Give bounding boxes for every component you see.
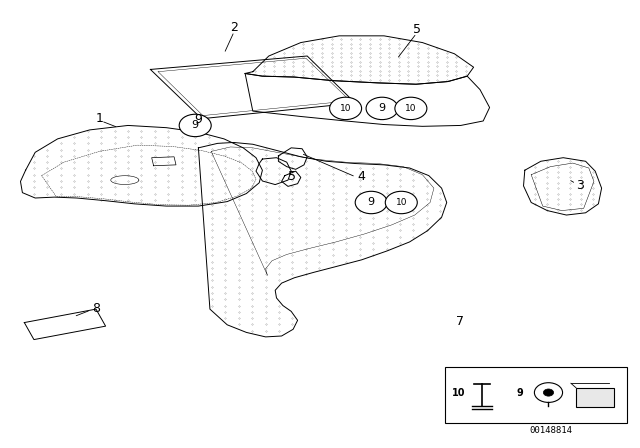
Circle shape — [395, 97, 427, 120]
Text: 5: 5 — [413, 22, 421, 36]
Circle shape — [534, 383, 563, 402]
Polygon shape — [198, 142, 447, 337]
Polygon shape — [245, 73, 490, 126]
Text: 3: 3 — [576, 179, 584, 193]
FancyBboxPatch shape — [445, 367, 627, 423]
Polygon shape — [245, 36, 474, 84]
Text: 00148814: 00148814 — [529, 426, 572, 435]
Text: 4: 4 — [358, 169, 365, 183]
Polygon shape — [150, 56, 355, 119]
Text: 10: 10 — [340, 104, 351, 113]
Circle shape — [355, 191, 387, 214]
Text: 8: 8 — [92, 302, 100, 315]
Text: 2: 2 — [230, 21, 238, 34]
Circle shape — [385, 191, 417, 214]
Text: 9: 9 — [367, 198, 375, 207]
Text: 7: 7 — [456, 315, 463, 328]
Text: 9: 9 — [378, 103, 386, 113]
Circle shape — [366, 97, 398, 120]
Text: 9: 9 — [191, 121, 199, 130]
Text: 9: 9 — [195, 113, 202, 126]
Text: 9: 9 — [517, 388, 524, 397]
Circle shape — [330, 97, 362, 120]
Circle shape — [543, 389, 554, 396]
Text: 10: 10 — [452, 388, 466, 397]
Circle shape — [179, 114, 211, 137]
Text: 10: 10 — [396, 198, 407, 207]
Text: 5: 5 — [288, 169, 296, 183]
FancyBboxPatch shape — [576, 388, 614, 407]
Polygon shape — [524, 158, 602, 215]
Text: 1: 1 — [95, 112, 103, 125]
Text: 10: 10 — [405, 104, 417, 113]
Polygon shape — [24, 309, 106, 340]
Polygon shape — [20, 125, 262, 206]
